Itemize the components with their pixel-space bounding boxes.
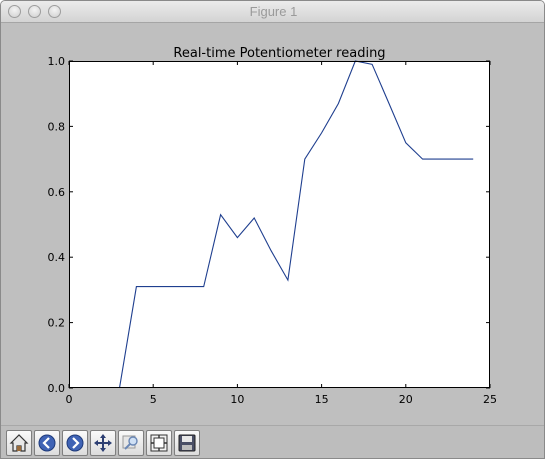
x-tick-label: 25 <box>483 393 497 406</box>
figure-canvas: Real-time Potentiometer reading 0 5 10 15 20… <box>1 23 544 425</box>
y-tick-label: 0.4 <box>48 251 66 264</box>
y-tick-label: 0.8 <box>48 120 66 133</box>
subplots-icon <box>150 434 168 452</box>
x-tick-label: 10 <box>230 393 244 406</box>
x-tick-label: 0 <box>66 393 73 406</box>
x-tick-label: 20 <box>399 393 413 406</box>
back-button[interactable] <box>34 430 60 456</box>
minimize-window-button[interactable] <box>28 5 41 18</box>
zoom-button[interactable] <box>118 430 144 456</box>
chart-title: Real-time Potentiometer reading <box>173 46 385 61</box>
subplots-button[interactable] <box>146 430 172 456</box>
home-button[interactable] <box>6 430 32 456</box>
plot-frame <box>69 61 490 388</box>
pan-button[interactable] <box>90 430 116 456</box>
forward-button[interactable] <box>62 430 88 456</box>
back-icon <box>38 434 56 452</box>
navigation-toolbar <box>1 425 544 458</box>
y-tick-label: 0.0 <box>48 382 66 395</box>
title-bar[interactable]: Figure 1 <box>1 1 544 23</box>
plot-area <box>69 61 490 388</box>
save-icon <box>178 434 196 452</box>
close-window-button[interactable] <box>8 5 21 18</box>
zoom-icon <box>122 435 138 450</box>
x-tick-label: 5 <box>150 393 157 406</box>
window-title: Figure 1 <box>249 4 298 19</box>
y-tick-label: 0.2 <box>48 317 66 330</box>
x-tick-label: 15 <box>315 393 329 406</box>
home-icon <box>9 434 29 452</box>
series-line <box>118 60 474 389</box>
y-tick-label: 0.6 <box>48 186 66 199</box>
line-chart: Real-time Potentiometer reading 0 5 10 15 20… <box>1 23 544 425</box>
y-tick-label: 1.0 <box>48 55 66 68</box>
pan-icon <box>94 434 112 452</box>
save-button[interactable] <box>174 430 200 456</box>
forward-icon <box>66 434 84 452</box>
zoom-window-button[interactable] <box>48 5 61 18</box>
